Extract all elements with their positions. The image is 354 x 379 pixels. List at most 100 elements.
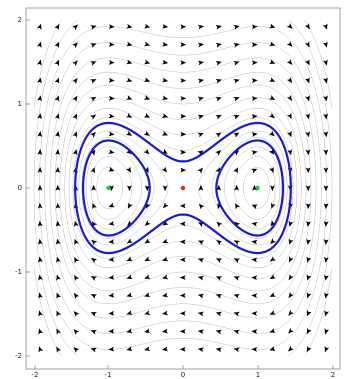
direction-arrow	[323, 167, 329, 174]
direction-arrow	[126, 185, 132, 192]
direction-arrow	[179, 275, 186, 280]
direction-arrow	[215, 24, 222, 30]
direction-arrow	[144, 23, 151, 29]
direction-arrow	[269, 328, 276, 333]
direction-arrow	[37, 238, 43, 245]
direction-arrow	[108, 131, 115, 137]
direction-arrow	[90, 257, 98, 264]
direction-arrow	[233, 240, 241, 246]
direction-arrow	[126, 23, 133, 29]
direction-arrow	[286, 41, 293, 47]
direction-arrow	[306, 292, 312, 299]
direction-arrow	[54, 59, 60, 66]
direction-arrow	[269, 292, 276, 297]
direction-arrow	[54, 131, 60, 138]
direction-arrow	[161, 113, 169, 118]
direction-arrow	[215, 294, 223, 299]
direction-arrow	[161, 131, 169, 136]
direction-arrow	[306, 274, 312, 281]
direction-arrow	[269, 310, 276, 315]
direction-arrow	[197, 167, 203, 174]
x-axis-ticks	[34, 365, 334, 369]
direction-arrow	[73, 292, 80, 300]
direction-arrow	[198, 24, 205, 30]
direction-arrow	[162, 220, 169, 226]
direction-arrow	[74, 256, 79, 264]
direction-arrow	[127, 220, 133, 226]
direction-arrow	[108, 292, 115, 298]
direction-arrow	[233, 276, 240, 281]
direction-arrow	[90, 96, 97, 102]
direction-arrow	[179, 257, 186, 263]
direction-arrow	[251, 221, 258, 227]
direction-arrow	[38, 256, 43, 263]
direction-arrow	[268, 95, 276, 100]
direction-arrow	[306, 238, 312, 245]
direction-arrow	[144, 274, 151, 279]
direction-arrow	[198, 184, 204, 191]
direction-arrow	[180, 78, 187, 83]
direction-arrow	[37, 184, 43, 191]
direction-arrow	[72, 113, 78, 120]
direction-arrow	[38, 274, 43, 281]
direction-arrow	[108, 42, 115, 47]
direction-arrow	[215, 79, 222, 84]
direction-arrow	[251, 204, 258, 210]
direction-arrow	[215, 114, 222, 120]
direction-arrow	[323, 221, 329, 227]
direction-arrow	[179, 346, 186, 352]
direction-arrow	[54, 41, 60, 48]
direction-arrow	[216, 221, 223, 228]
direction-arrow	[37, 131, 43, 138]
direction-arrow	[90, 347, 97, 353]
direction-arrow	[161, 166, 168, 173]
direction-arrow	[90, 167, 95, 174]
direction-arrow	[126, 95, 133, 100]
direction-arrow	[288, 274, 294, 281]
direction-arrow	[38, 310, 43, 317]
direction-arrow	[215, 276, 223, 281]
x-tick-label: 1	[256, 371, 260, 379]
saddle-equilibrium-point	[180, 185, 186, 191]
direction-arrow	[143, 148, 150, 155]
direction-arrow	[55, 202, 61, 209]
direction-arrow	[233, 42, 240, 48]
direction-arrow	[108, 95, 115, 101]
direction-arrow	[144, 185, 150, 192]
direction-arrow	[90, 25, 97, 30]
direction-arrow	[323, 95, 328, 102]
direction-arrow	[37, 166, 43, 173]
direction-arrow	[179, 203, 186, 209]
direction-arrow	[162, 41, 169, 47]
direction-arrow	[197, 275, 204, 281]
direction-arrow	[197, 293, 204, 299]
direction-arrow	[143, 130, 150, 136]
direction-arrow	[251, 239, 258, 245]
direction-arrow	[161, 274, 169, 280]
direction-arrow	[161, 328, 169, 334]
direction-arrow	[54, 95, 60, 102]
direction-arrow	[324, 274, 329, 281]
direction-arrow	[322, 23, 328, 30]
direction-arrow	[324, 310, 329, 317]
x-tick-label: -2	[32, 371, 39, 379]
direction-arrow	[305, 95, 310, 102]
y-tick-label: 1	[18, 100, 22, 108]
direction-arrow	[323, 203, 329, 210]
x-tick-label: -1	[105, 371, 112, 379]
direction-arrow	[162, 59, 169, 65]
direction-arrow	[305, 77, 310, 84]
direction-arrow	[269, 256, 276, 262]
direction-arrow	[37, 220, 43, 227]
direction-arrow	[161, 310, 169, 316]
center-equilibrium-point	[255, 185, 260, 191]
direction-arrow	[233, 132, 240, 138]
direction-arrow	[198, 203, 205, 210]
direction-arrow	[288, 238, 294, 245]
direction-arrow	[180, 24, 187, 30]
direction-arrow	[306, 256, 312, 263]
direction-arrow	[324, 292, 329, 299]
direction-arrow	[215, 97, 222, 102]
direction-arrow	[305, 203, 311, 210]
direction-arrow	[251, 78, 258, 84]
